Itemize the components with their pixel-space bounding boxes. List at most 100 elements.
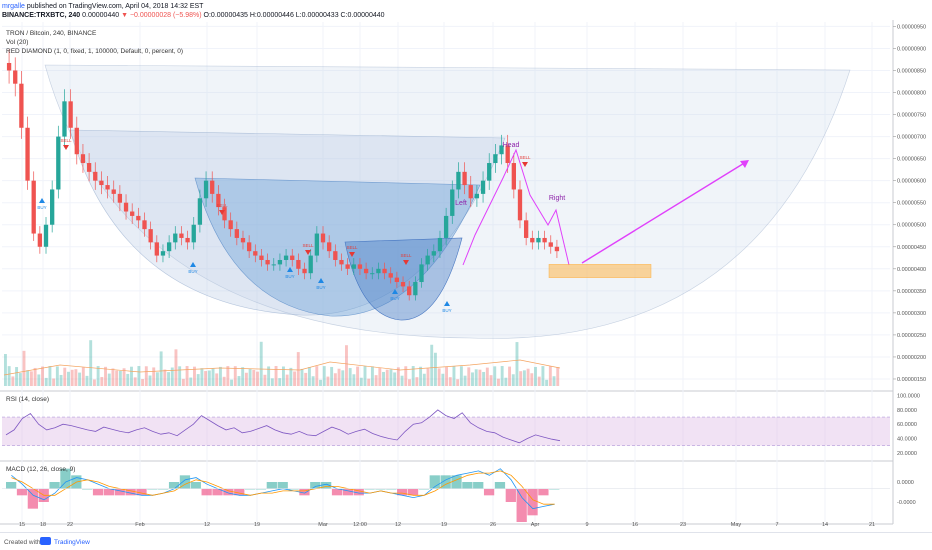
macd-histogram-bar xyxy=(27,488,38,509)
volume-bar xyxy=(41,366,44,386)
candle-body xyxy=(505,145,510,164)
volume-bar xyxy=(404,366,408,386)
inner-cup-arc xyxy=(194,177,481,317)
sell-signal-label: SELL xyxy=(519,155,531,160)
x-tick-label: 21 xyxy=(869,522,875,528)
buy-signal-arrow xyxy=(392,289,398,294)
buy-signal-label: BUY xyxy=(316,285,325,290)
publish-line: mrgalle published on TradingView.com, Ap… xyxy=(2,2,932,11)
macd-histogram-bar xyxy=(451,475,462,489)
volume-bar xyxy=(104,366,107,386)
volume-bar xyxy=(33,367,37,386)
volume-bar xyxy=(26,370,30,386)
chart-canvas[interactable]: BUY SELL BUY SELL BUY SELL BUY SELL BUY SELL BUY SE… xyxy=(0,20,932,532)
axes: 0.00000950 0.00000900 0.00000850 0.00000800… xyxy=(19,24,926,528)
x-tick-label: 19 xyxy=(254,522,260,528)
candle-body xyxy=(43,224,49,247)
tradingview-brand[interactable]: TradingView xyxy=(54,539,90,546)
candle-body xyxy=(277,259,283,265)
volume-bar xyxy=(107,373,111,386)
volume-bar xyxy=(311,376,315,386)
macd-histogram-bar xyxy=(212,488,223,496)
volume-bar xyxy=(522,370,526,386)
candle-body xyxy=(130,211,135,216)
macd-histogram-bar xyxy=(158,488,169,490)
price-change: ▼ −0.00000028 (−5.98%) xyxy=(121,12,202,19)
volume-bar xyxy=(193,366,196,386)
y-tick-label: 0.00000850 xyxy=(897,68,926,74)
macd-histogram-bar xyxy=(234,488,245,496)
candle-body xyxy=(388,273,393,278)
candle-body xyxy=(437,237,443,252)
candle-body xyxy=(240,237,246,243)
candle-body xyxy=(154,242,159,256)
candle-body xyxy=(345,264,350,269)
volume-bar xyxy=(152,367,156,386)
y-tick-label: 0.00000700 xyxy=(897,135,926,141)
x-tick-label: 14 xyxy=(822,522,828,528)
candle-body xyxy=(136,215,141,221)
candle-body xyxy=(456,171,461,190)
macd-histogram-bar xyxy=(190,482,201,489)
volume-bar xyxy=(289,367,293,386)
volume-bar xyxy=(22,350,26,386)
volume-bar xyxy=(118,370,122,386)
candle-body xyxy=(308,255,313,274)
candle-body xyxy=(31,180,36,234)
candle-body xyxy=(197,198,203,225)
volume-bar xyxy=(274,366,278,386)
x-tick-label: May xyxy=(731,522,742,528)
volume-bar xyxy=(374,375,378,386)
sell-signal-arrow xyxy=(219,210,225,215)
candle-body xyxy=(93,171,98,181)
candle-body xyxy=(425,255,430,265)
volume-bar xyxy=(18,373,22,386)
volume-bar xyxy=(322,366,326,386)
macd-histogram-bar xyxy=(6,482,17,489)
volume-bar xyxy=(430,344,434,386)
target-zone-box xyxy=(548,264,652,278)
rsi-tick-label: 60.0000 xyxy=(897,422,917,428)
macd-histogram-bar xyxy=(103,488,115,496)
y-tick-label: 0.00000600 xyxy=(897,179,926,185)
candle-body xyxy=(80,154,86,164)
projection-arrow-line xyxy=(581,161,747,264)
macd-tick-label: -0.0000 xyxy=(897,500,916,506)
small-cup-arc xyxy=(344,237,463,321)
buy-signal-label: BUY xyxy=(390,296,399,301)
volume-bar xyxy=(319,379,322,386)
candle-body xyxy=(166,242,172,252)
head-label: Head xyxy=(503,142,520,149)
buy-signal-label: BUY xyxy=(442,308,451,313)
volume-bar xyxy=(285,374,289,386)
x-tick-label: 7 xyxy=(775,522,778,528)
candle-body xyxy=(462,171,467,186)
volume-bar xyxy=(63,367,67,386)
sell-signal-arrow xyxy=(63,145,69,150)
candle-body xyxy=(271,264,276,266)
tradingview-logo-icon[interactable] xyxy=(40,537,51,545)
macd-histogram-bar xyxy=(179,475,191,489)
volume-bar xyxy=(133,377,137,386)
volume-bar xyxy=(207,370,211,386)
macd-histogram-bar xyxy=(82,488,93,490)
volume-bar xyxy=(304,372,308,386)
volume-bar xyxy=(448,377,452,386)
candle-body xyxy=(450,189,455,216)
macd-histogram-bar xyxy=(527,488,538,516)
y-tick-label: 0.00000150 xyxy=(897,377,926,383)
candle-body xyxy=(394,277,400,283)
pattern-overlays xyxy=(44,64,851,339)
publisher-name[interactable]: mrgalle xyxy=(2,3,25,10)
volume-bar xyxy=(189,377,193,386)
macd-histogram-bar xyxy=(136,488,147,496)
volume-bar xyxy=(204,371,208,386)
volume-bar xyxy=(493,366,497,386)
volume-bar xyxy=(230,379,234,386)
candle-body xyxy=(185,237,190,243)
candle-body xyxy=(74,127,79,155)
candle-body xyxy=(357,264,363,269)
candle-body xyxy=(351,264,356,269)
volume-bar xyxy=(44,377,48,386)
volume-bar xyxy=(244,372,248,386)
